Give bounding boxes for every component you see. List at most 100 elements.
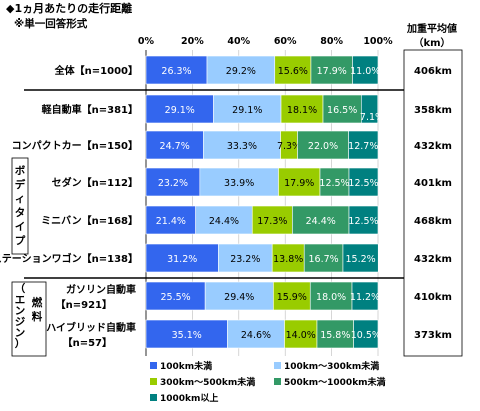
group-body-type: ボディタイプ bbox=[11, 157, 29, 255]
bar-value-label: 7.1% bbox=[360, 112, 384, 123]
bar-segment bbox=[348, 130, 379, 160]
bar-segment bbox=[251, 205, 293, 235]
legend-swatch bbox=[150, 378, 157, 385]
group-engine-box bbox=[11, 281, 47, 357]
bar-segment bbox=[310, 55, 353, 85]
avg-header-line1: 加重平均値 bbox=[406, 22, 457, 35]
legend-swatch bbox=[150, 362, 157, 369]
bar-value-label: 17.9% bbox=[284, 178, 314, 189]
avg-header-line2: （km） bbox=[413, 36, 450, 49]
bar-segment bbox=[322, 94, 362, 124]
bar-value-label: 11.2% bbox=[350, 292, 380, 303]
bar-value-label: 33.9% bbox=[224, 178, 254, 189]
bar-segment bbox=[145, 167, 201, 197]
plot-area: 26.3% 29.2% 15.6% 17.9% 11.0%29.1% 29.1% 18.1%… bbox=[24, 55, 462, 349]
chart-subtitle: ※単一回答形式 bbox=[14, 17, 88, 30]
bar-value-label: 23.2% bbox=[230, 254, 260, 265]
group-body-type-box bbox=[11, 157, 29, 255]
bar-segment bbox=[145, 130, 204, 160]
legend-label: 100km未満 bbox=[160, 360, 212, 372]
bar-value-label: 12.7% bbox=[348, 141, 378, 152]
group-engine-label: （エンジン） bbox=[15, 282, 26, 350]
weighted-average-column: 406km 358km 432km 401km 468km 432km 410km 373km bbox=[403, 49, 463, 357]
bar-segment bbox=[213, 94, 282, 124]
bar-value-label: 23.2% bbox=[158, 178, 188, 189]
legend-swatch bbox=[150, 394, 157, 401]
group-engine: （エンジン） 燃料 bbox=[11, 281, 47, 357]
x-tick-label: 0% bbox=[138, 36, 155, 47]
bar-value-label: 26.3% bbox=[161, 66, 191, 77]
legend-label: 1000km以上 bbox=[160, 392, 218, 404]
row-label: ガソリン自動車 bbox=[66, 283, 136, 296]
row-label: 【n=921】 bbox=[56, 298, 112, 311]
row-label: ミニバン【n=168】 bbox=[41, 214, 138, 227]
row-label: ステーションワゴン【n=138】 bbox=[0, 252, 138, 265]
avg-value: 432km bbox=[414, 254, 452, 265]
bar-value-label: 16.5% bbox=[327, 105, 357, 116]
bar-value-label: 25.5% bbox=[160, 292, 190, 303]
bar-segment bbox=[145, 281, 206, 311]
bar-segment bbox=[145, 55, 208, 85]
group-body-type-label: ボディタイプ bbox=[15, 164, 26, 247]
bar-segment bbox=[145, 243, 219, 273]
bar-segment bbox=[203, 130, 281, 160]
legend-swatch bbox=[274, 378, 281, 385]
bar-segment bbox=[195, 205, 253, 235]
bar-segment bbox=[342, 243, 379, 273]
bar-segment bbox=[319, 167, 350, 197]
bar-segment bbox=[218, 243, 273, 273]
row-label: コンパクトカー【n=150】 bbox=[12, 139, 138, 152]
bar-value-label: 29.2% bbox=[226, 66, 256, 77]
bar-value-label: 17.9% bbox=[317, 66, 347, 77]
bar-value-label: 29.1% bbox=[232, 105, 262, 116]
legend-label: 300km～500km未満 bbox=[160, 376, 255, 388]
avg-value: 468km bbox=[414, 216, 452, 227]
bar-segment bbox=[278, 167, 321, 197]
bar-value-label: 7.3% bbox=[277, 141, 301, 152]
legend-label: 500km～1000km未満 bbox=[284, 376, 386, 388]
row-label: ハイブリッド自動車 bbox=[46, 321, 136, 334]
row-label: 軽自動車【n=381】 bbox=[42, 103, 138, 116]
row-label: セダン【n=112】 bbox=[52, 176, 138, 189]
bar-value-label: 15.8% bbox=[320, 330, 350, 341]
bar-segment bbox=[309, 281, 353, 311]
bar-value-label: 33.3% bbox=[227, 141, 257, 152]
x-tick-label: 80% bbox=[320, 36, 343, 47]
bar-value-label: 35.1% bbox=[172, 330, 202, 341]
bar-value-label: 24.4% bbox=[306, 216, 336, 227]
bar-value-label: 29.1% bbox=[165, 105, 195, 116]
group-fuel-label: 燃料 bbox=[32, 296, 43, 323]
row-labels: 全体【n=1000】軽自動車【n=381】コンパクトカー【n=150】セダン【n… bbox=[0, 64, 138, 349]
bar-segment bbox=[303, 243, 344, 273]
bar-segment bbox=[352, 55, 379, 85]
bar-segment bbox=[227, 319, 285, 349]
bar-value-label: 24.7% bbox=[160, 141, 190, 152]
bar-value-label: 31.2% bbox=[167, 254, 197, 265]
avg-value: 401km bbox=[414, 178, 452, 189]
avg-value: 373km bbox=[414, 330, 452, 341]
bar-value-label: 17.3% bbox=[257, 216, 287, 227]
bar-value-label: 18.1% bbox=[287, 105, 317, 116]
bar-value-label: 15.2% bbox=[346, 254, 376, 265]
bar-value-label: 24.4% bbox=[209, 216, 239, 227]
bar-segment bbox=[145, 205, 196, 235]
x-tick-label: 20% bbox=[181, 36, 204, 47]
legend-label: 100km～300km未満 bbox=[284, 360, 379, 372]
bar-segment bbox=[348, 167, 379, 197]
bar-segment bbox=[316, 319, 354, 349]
bar-value-label: 12.5% bbox=[319, 178, 349, 189]
bar-value-label: 12.5% bbox=[348, 178, 378, 189]
bar-segment bbox=[348, 205, 379, 235]
bar-segment bbox=[145, 319, 228, 349]
bar-value-label: 24.6% bbox=[241, 330, 271, 341]
avg-value: 410km bbox=[414, 292, 452, 303]
row-label: 全体【n=1000】 bbox=[54, 64, 138, 77]
bar-value-label: 12.5% bbox=[348, 216, 378, 227]
avg-value: 406km bbox=[414, 66, 452, 77]
bar-value-label: 13.8% bbox=[273, 254, 303, 265]
bar-segment bbox=[284, 319, 318, 349]
bar-value-label: 10.5% bbox=[351, 330, 381, 341]
avg-column-frame bbox=[403, 49, 463, 357]
bar-value-label: 11.0% bbox=[350, 66, 380, 77]
